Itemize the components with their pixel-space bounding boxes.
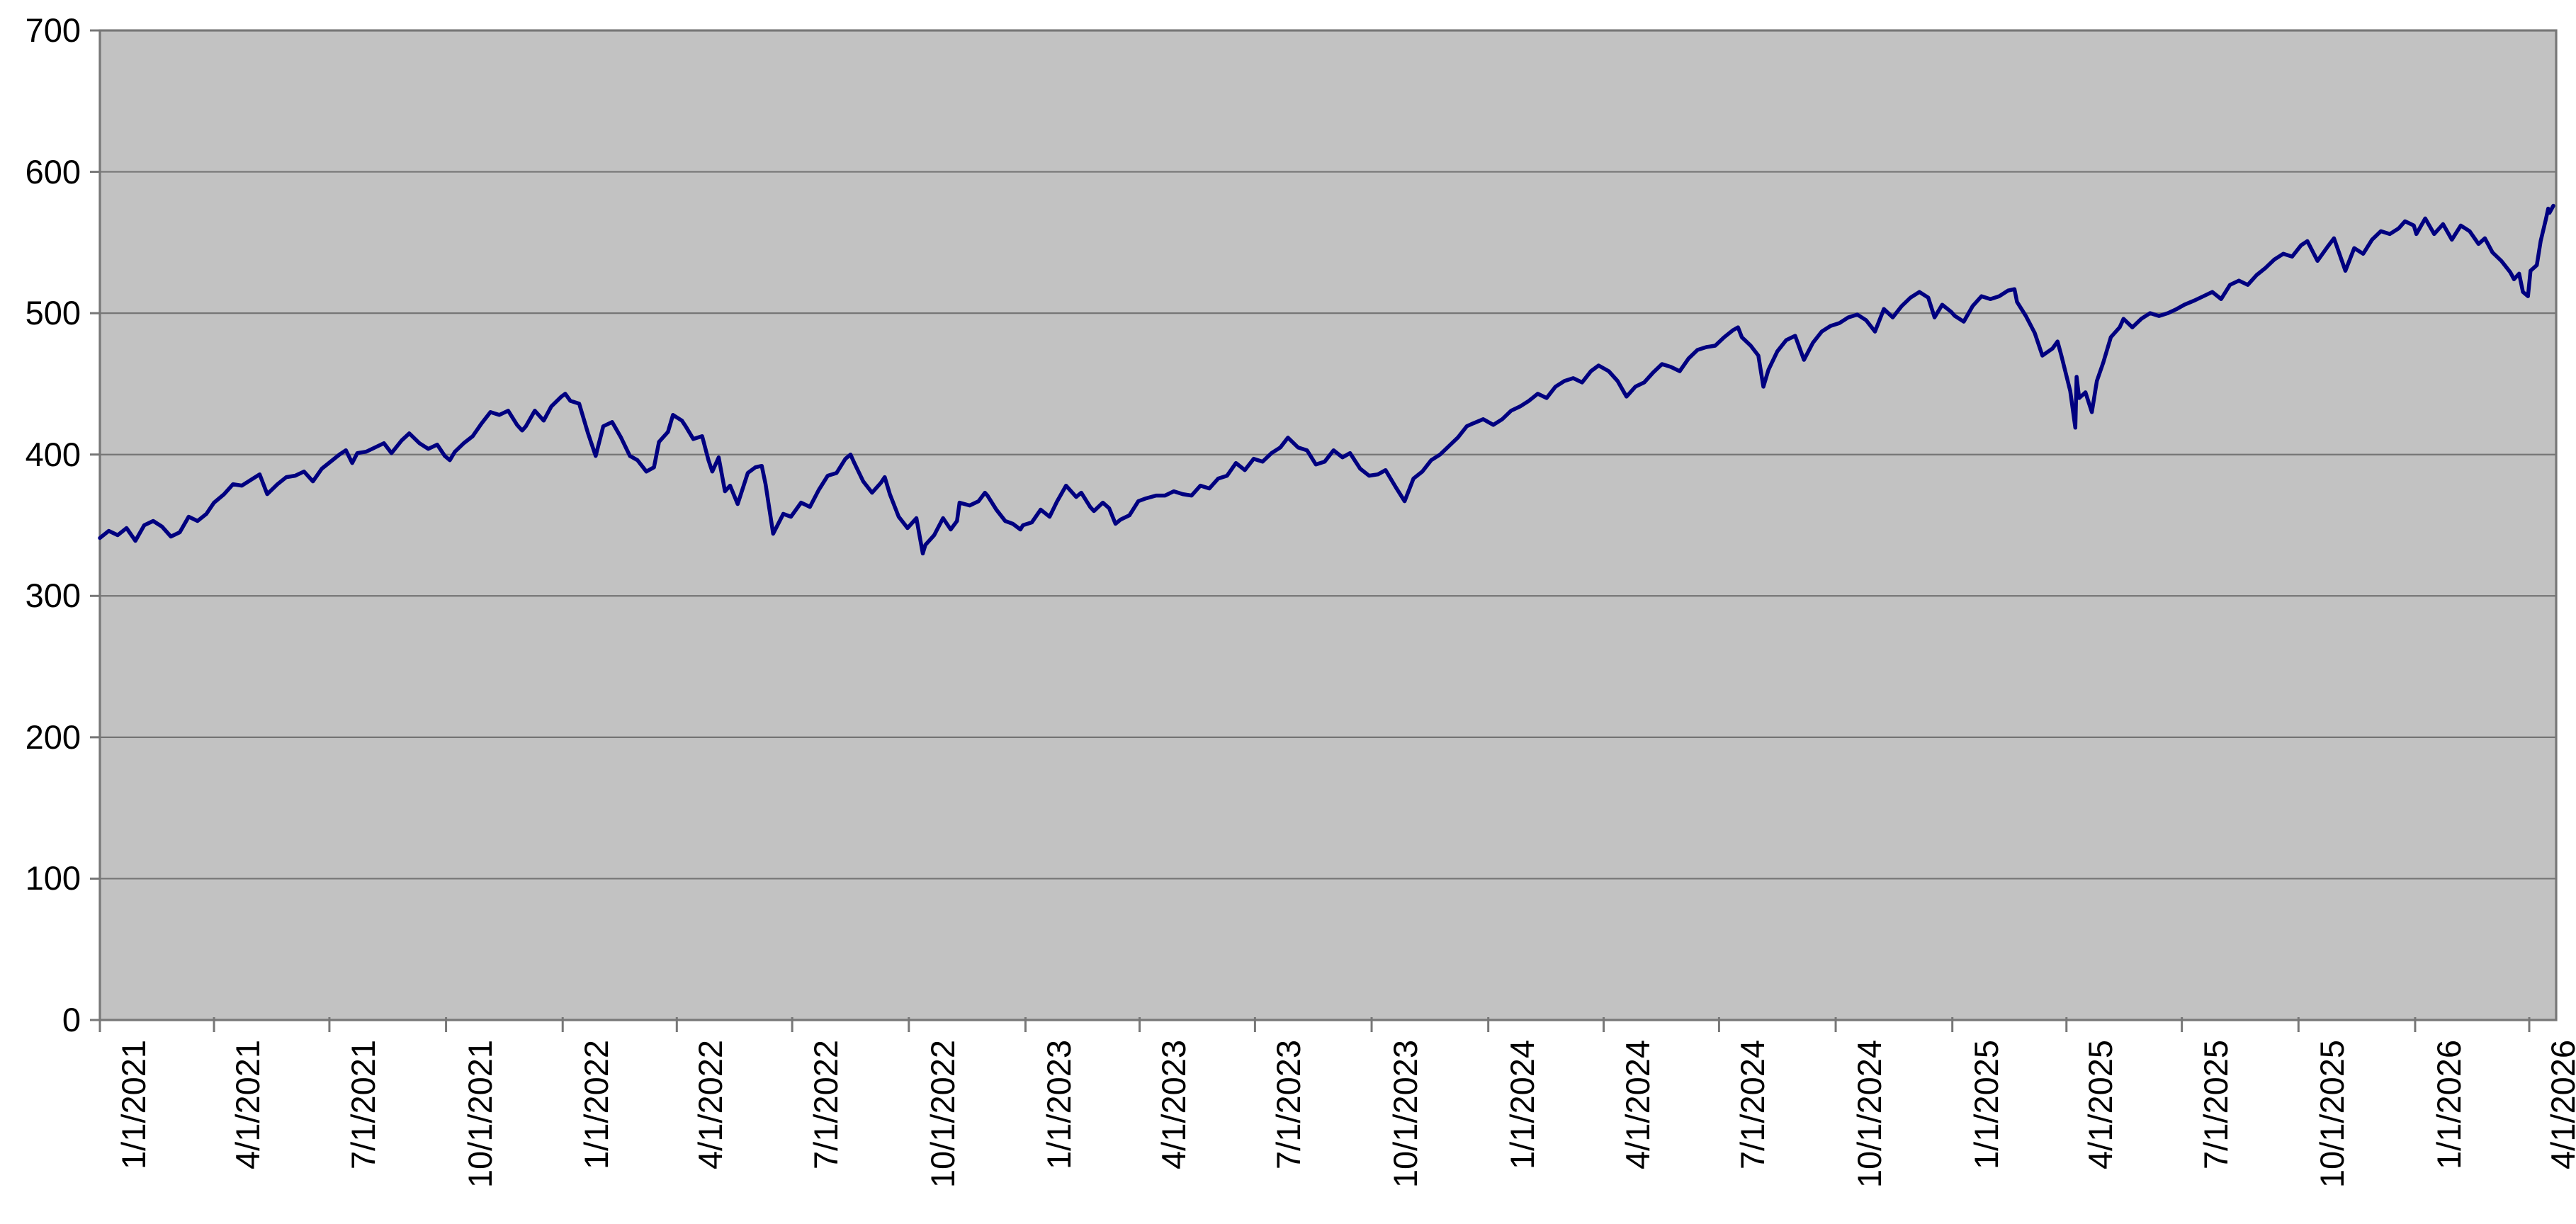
x-axis-tick-label: 1/1/2026 bbox=[2429, 1040, 2468, 1169]
plot-border bbox=[98, 29, 2558, 1021]
x-axis-tick-label: 4/1/2025 bbox=[2081, 1040, 2119, 1169]
x-axis-tick-label: 1/1/2024 bbox=[1503, 1040, 1541, 1169]
y-axis-tick-label: 100 bbox=[25, 859, 81, 897]
plot-background bbox=[100, 30, 2556, 1020]
x-axis-tick-label: 7/1/2024 bbox=[1734, 1040, 1772, 1169]
y-axis-tick-label: 700 bbox=[25, 11, 81, 49]
y-axis-tick-label: 600 bbox=[25, 152, 81, 191]
x-axis-tick-label: 7/1/2021 bbox=[344, 1040, 382, 1169]
x-axis-tick-label: 7/1/2022 bbox=[807, 1040, 845, 1169]
x-axis-tick-label: 4/1/2022 bbox=[691, 1040, 730, 1169]
x-axis-tick-label: 1/1/2021 bbox=[115, 1040, 152, 1169]
x-axis-tick-label: 1/1/2023 bbox=[1040, 1040, 1078, 1169]
x-axis-tick-label: 10/1/2022 bbox=[923, 1040, 961, 1189]
y-axis-tick-label: 200 bbox=[25, 718, 81, 756]
x-axis-tick-label: 4/1/2021 bbox=[229, 1040, 267, 1169]
price-line bbox=[98, 203, 2555, 556]
x-axis-tick-label: 4/1/2023 bbox=[1154, 1040, 1192, 1169]
x-axis-tick-label: 4/1/2026 bbox=[2544, 1040, 2576, 1169]
x-axis-tick-label: 7/1/2025 bbox=[2196, 1040, 2235, 1169]
x-axis-tick-label: 10/1/2024 bbox=[1851, 1040, 1889, 1189]
y-axis-tick-label: 300 bbox=[25, 577, 81, 615]
x-axis-tick-label: 4/1/2024 bbox=[1618, 1040, 1656, 1169]
y-axis-tick-label: 400 bbox=[25, 435, 81, 473]
x-axis-tick-label: 7/1/2023 bbox=[1270, 1040, 1308, 1169]
y-axis-tick-label: 500 bbox=[25, 294, 81, 332]
x-axis-tick-label: 1/1/2025 bbox=[1967, 1040, 2005, 1169]
y-axis-tick-label: 0 bbox=[62, 1001, 81, 1038]
x-axis-tick-label: 10/1/2023 bbox=[1386, 1040, 1425, 1189]
x-axis-tick-label: 1/1/2022 bbox=[577, 1040, 616, 1169]
x-axis-tick-label: 10/1/2025 bbox=[2313, 1040, 2351, 1189]
x-axis-tick-label: 10/1/2021 bbox=[461, 1040, 499, 1189]
